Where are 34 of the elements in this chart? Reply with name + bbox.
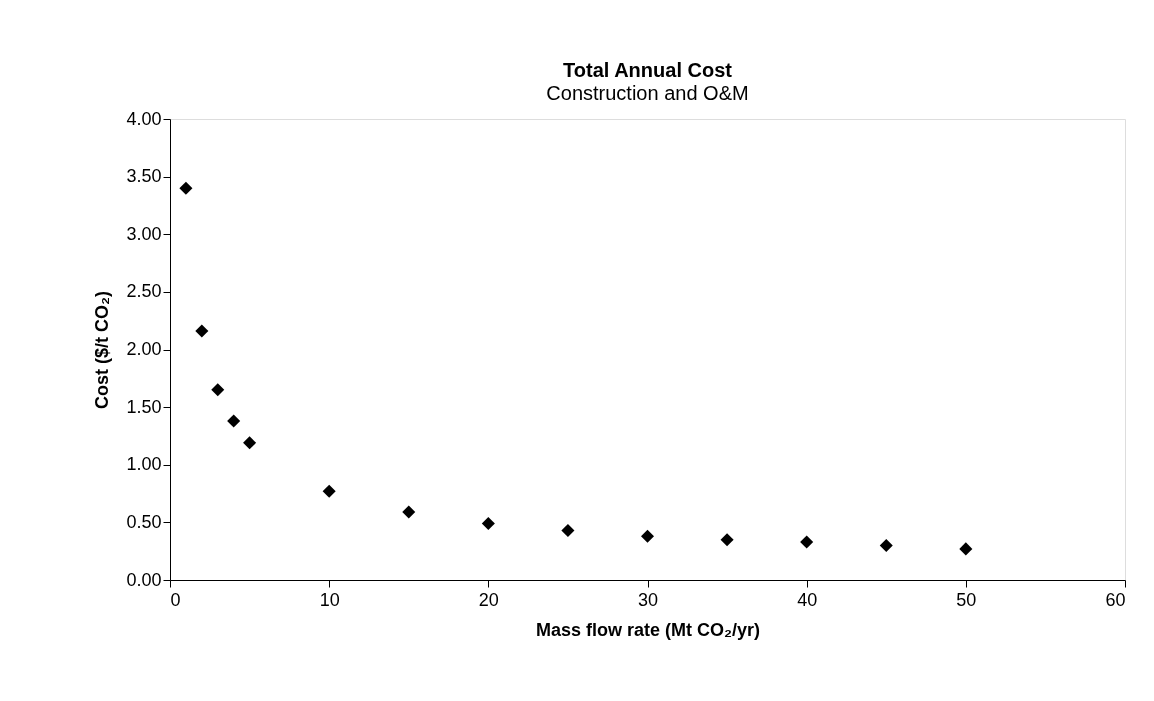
point: [481, 517, 495, 531]
y-tick-label: 2.00: [126, 339, 162, 359]
y-tick-label: 2.50: [126, 281, 162, 302]
point: [800, 535, 814, 549]
y-tick-label: 1.50: [126, 396, 162, 417]
point: [243, 436, 257, 450]
point: [227, 414, 241, 428]
point: [879, 538, 893, 552]
x-tick-label: 30: [637, 589, 659, 610]
point: [561, 523, 575, 537]
x-tick-label: 50: [956, 589, 977, 610]
point: [179, 181, 193, 195]
point: [211, 383, 225, 397]
x-tick-label: 0: [170, 589, 181, 610]
y-tick-label: 0.00: [126, 569, 162, 590]
y-axis-title: Cost ($/t CO₂): [92, 291, 113, 409]
point: [195, 324, 209, 338]
point: [640, 529, 655, 543]
x-tick-label: 60: [1105, 589, 1126, 610]
y-tick-label: 0.50: [126, 511, 162, 532]
point: [402, 505, 416, 519]
point: [959, 542, 973, 556]
y-tick-label: 1.00: [126, 454, 162, 475]
y-tick-label: 4.00: [126, 108, 162, 129]
point: [720, 533, 734, 547]
x-tick-label: 20: [478, 589, 499, 610]
chart-title: Total Annual Cost: [563, 59, 733, 81]
point: [322, 484, 336, 498]
y-tick-label: 3.50: [126, 166, 162, 187]
x-tick-label: 10: [319, 589, 340, 610]
x-axis-title: Mass flow rate (Mt CO₂/yr): [535, 619, 761, 640]
y-tick-label: 3.00: [126, 223, 162, 244]
chart-subtitle: Construction and O&M: [546, 82, 749, 104]
x-tick-label: 40: [797, 589, 818, 610]
